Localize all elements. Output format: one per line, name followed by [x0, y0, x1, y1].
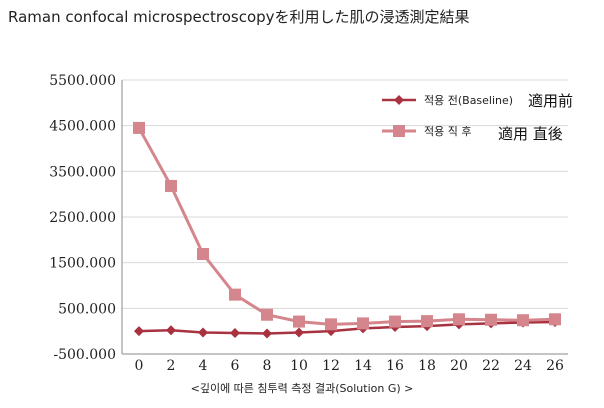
legend-marker — [394, 95, 404, 105]
data-point — [166, 325, 176, 336]
data-point — [197, 247, 209, 260]
x-tick-label: 4 — [199, 358, 208, 374]
y-tick-label: 3500.000 — [49, 164, 116, 180]
data-point — [357, 317, 369, 330]
series-group — [133, 121, 561, 339]
x-tick-label: 20 — [450, 358, 468, 374]
x-tick-label: 0 — [135, 358, 144, 374]
x-axis-caption: <깊이에 따른 침투력 측정 결과(Solution G) > — [190, 382, 414, 395]
annotation-before-ja: 適用前 — [528, 92, 574, 110]
x-tick-label: 24 — [514, 358, 532, 374]
legend-marker — [393, 125, 405, 137]
x-tick-label: 22 — [482, 358, 500, 374]
data-point — [262, 328, 272, 339]
y-gridlines — [122, 79, 568, 355]
x-tick-label: 26 — [546, 358, 564, 374]
data-point — [294, 327, 304, 338]
data-point — [293, 315, 305, 328]
axes — [121, 80, 568, 355]
data-point — [517, 314, 529, 327]
x-tick-label: 18 — [418, 358, 436, 374]
y-tick-label: 2500.000 — [49, 210, 116, 226]
chart-title: Raman confocal microspectroscopyを利用した肌の浸… — [8, 8, 470, 26]
data-point — [261, 308, 273, 321]
series-line — [137, 127, 556, 326]
data-point — [549, 313, 561, 326]
x-tick-label: 12 — [322, 358, 340, 374]
y-tick-label: -500.000 — [53, 347, 116, 363]
x-tick-label: 8 — [263, 358, 272, 374]
data-point — [230, 327, 240, 338]
y-tick-labels: 5500.000 4500.000 3500.000 2500.000 1500.000… — [49, 73, 116, 363]
y-tick-label: 5500.000 — [49, 73, 116, 89]
x-tick-labels: 0 2 4 6 8 10 12 14 16 18 20 22 24 26 — [135, 358, 564, 374]
x-tick-label: 14 — [354, 358, 372, 374]
data-point — [134, 326, 144, 337]
data-point — [325, 318, 337, 331]
legend-label: 적용 직 후 — [424, 125, 471, 138]
annotation-after-ja: 適用 直後 — [498, 125, 563, 143]
data-point — [165, 179, 177, 192]
data-point — [453, 313, 465, 326]
x-tick-label: 6 — [231, 358, 240, 374]
y-tick-label: 1500.000 — [49, 256, 116, 272]
legend: 적용 전(Baseline) 적용 직 후 — [382, 94, 513, 138]
x-tick-label: 16 — [386, 358, 404, 374]
y-tick-label: 500.000 — [58, 301, 116, 317]
x-tick-label: 2 — [167, 358, 176, 374]
x-tick-label: 10 — [290, 358, 308, 374]
data-point — [229, 288, 241, 301]
data-point — [485, 313, 497, 326]
legend-label: 적용 전(Baseline) — [424, 94, 513, 107]
data-point — [389, 315, 401, 328]
series-after-application — [133, 121, 561, 331]
data-point — [133, 121, 145, 134]
y-tick-label: 4500.000 — [49, 119, 116, 135]
data-point — [198, 327, 208, 338]
data-point — [421, 315, 433, 328]
